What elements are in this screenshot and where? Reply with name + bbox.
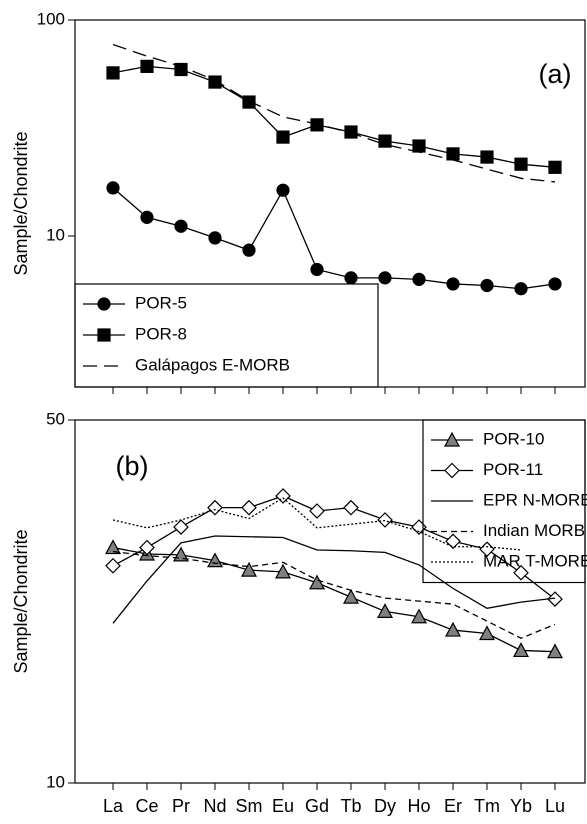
x-tick-label: Ho: [407, 796, 430, 816]
x-tick-label: Yb: [510, 796, 532, 816]
legend-label: Indian MORB: [483, 521, 585, 540]
data-point: [275, 488, 291, 504]
data-point: [378, 134, 392, 148]
data-point: [140, 59, 154, 73]
legend-label: POR-11: [483, 460, 543, 479]
legend-label: POR-5: [135, 293, 187, 312]
data-point: [206, 552, 224, 568]
data-point: [377, 512, 393, 528]
x-tick-label: Sm: [236, 796, 263, 816]
data-point: [478, 625, 496, 641]
legend-label: MAR T-MORB: [483, 551, 587, 570]
data-point: [446, 147, 460, 161]
data-point: [548, 160, 562, 174]
data-point: [547, 591, 563, 607]
data-point: [410, 608, 428, 624]
panel-label: (a): [539, 59, 572, 89]
legend-label: Galápagos E-MORB: [135, 355, 290, 374]
data-point: [412, 272, 426, 286]
series-line: [112, 497, 522, 551]
data-point: [173, 519, 189, 535]
legend-marker: [97, 297, 111, 311]
legend-box: [422, 419, 586, 584]
data-point: [446, 277, 460, 291]
data-point: [241, 499, 257, 516]
data-point: [242, 243, 256, 257]
y-tick-label: 10: [46, 772, 65, 791]
x-tick-label: Nd: [203, 796, 226, 816]
legend-label: POR-10: [483, 429, 544, 448]
data-point: [513, 564, 529, 581]
data-point: [342, 588, 360, 604]
plot-frame: [74, 419, 586, 784]
data-point: [207, 499, 223, 516]
panel-label: (b): [116, 451, 149, 481]
x-tick-label: Tm: [474, 796, 500, 816]
data-point: [140, 210, 154, 224]
data-point: [378, 271, 392, 285]
data-point: [512, 642, 530, 658]
y-axis-title: Sample/Chondrite: [11, 529, 31, 673]
y-axis-title: Sample/Chondrite: [11, 131, 31, 275]
x-tick-label: Gd: [305, 796, 329, 816]
x-tick-label: La: [103, 796, 124, 816]
data-point: [546, 643, 564, 659]
legend-marker: [444, 462, 460, 479]
x-tick-label: Ce: [135, 796, 158, 816]
x-tick-label: Tb: [340, 796, 361, 816]
data-point: [106, 181, 120, 195]
data-point: [105, 557, 121, 574]
legend-box: [74, 283, 379, 388]
data-point: [445, 533, 461, 550]
x-tick-label: Eu: [272, 796, 294, 816]
y-tick-label: 10: [46, 225, 65, 244]
data-point: [344, 125, 358, 139]
data-point: [208, 231, 222, 245]
x-tick-label: Dy: [374, 796, 396, 816]
data-point: [276, 183, 290, 197]
data-point: [444, 621, 462, 637]
data-point: [548, 277, 562, 291]
data-point: [274, 563, 292, 579]
data-point: [139, 539, 155, 556]
x-tick-label: Er: [444, 796, 462, 816]
data-point: [174, 219, 188, 233]
series-line: [112, 550, 556, 639]
series-line: [112, 43, 556, 183]
data-point: [343, 499, 359, 516]
x-tick-label: Pr: [172, 796, 190, 816]
series-line: [112, 535, 556, 624]
legend-marker: [97, 328, 111, 342]
legend-label: EPR N-MORB: [483, 490, 587, 509]
data-point: [104, 539, 122, 555]
series-line: [112, 187, 556, 290]
data-point: [514, 282, 528, 296]
data-point: [412, 139, 426, 153]
data-point: [480, 278, 494, 293]
data-point: [240, 561, 258, 577]
data-point: [208, 75, 222, 89]
data-point: [106, 66, 120, 80]
data-point: [276, 130, 290, 144]
data-point: [376, 603, 394, 619]
data-point: [309, 503, 325, 519]
data-point: [310, 262, 324, 277]
data-point: [344, 271, 358, 285]
data-point: [310, 118, 324, 132]
data-point: [242, 95, 256, 109]
data-point: [480, 150, 494, 164]
data-point: [174, 62, 188, 77]
y-tick-label: 100: [37, 9, 65, 28]
x-tick-label: Lu: [545, 796, 565, 816]
y-tick-label: 50: [46, 409, 65, 428]
data-point: [308, 574, 326, 590]
data-point: [514, 157, 528, 171]
legend-marker: [443, 431, 461, 447]
legend-label: POR-8: [135, 324, 187, 343]
series-line: [112, 546, 556, 653]
